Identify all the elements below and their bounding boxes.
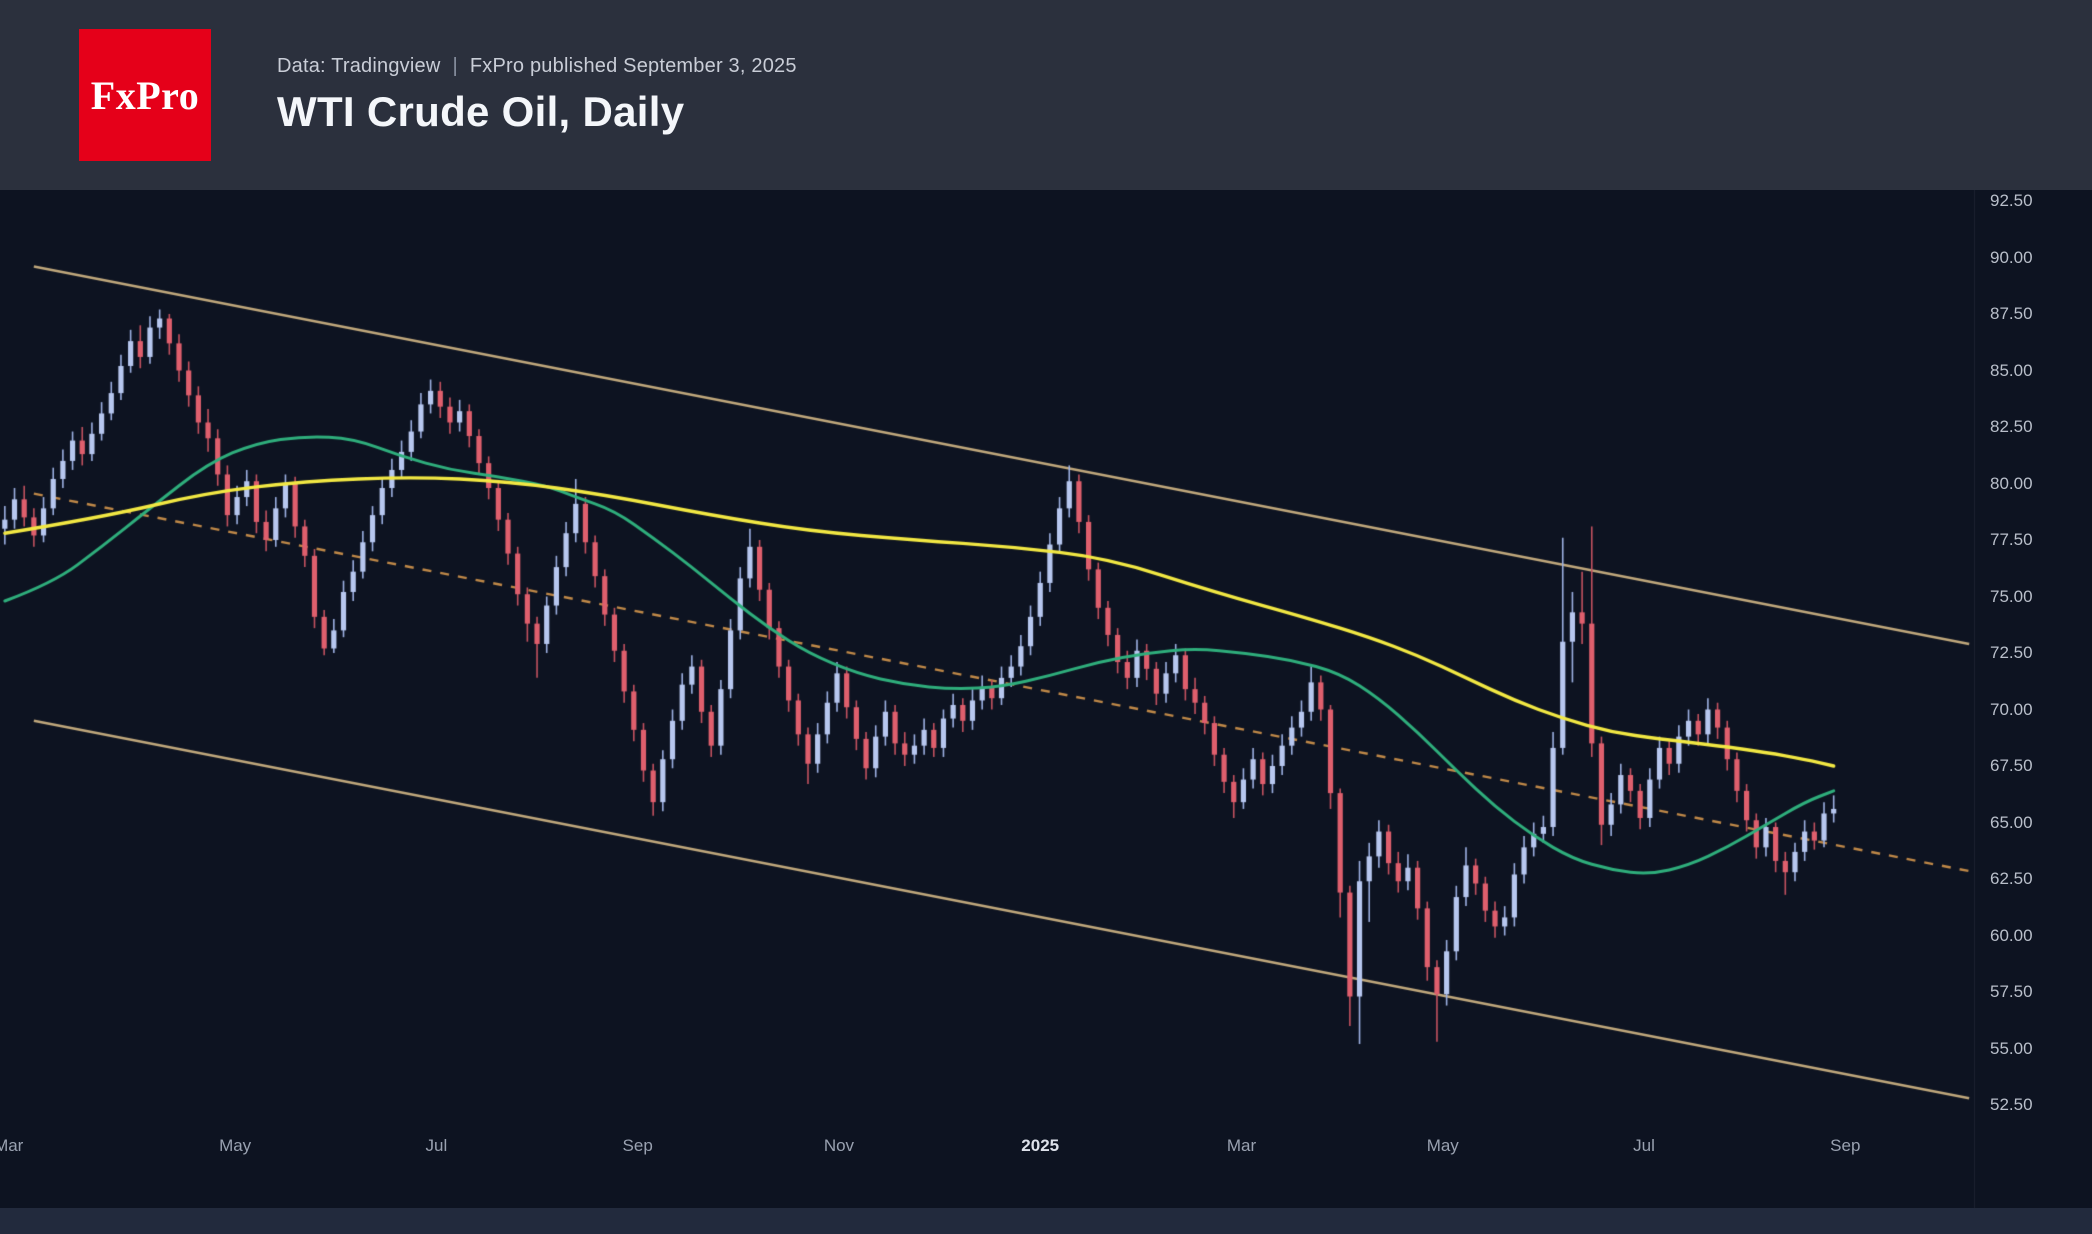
price-tick-label: 90.00 (1990, 247, 2033, 267)
price-tick-label: 60.00 (1990, 925, 2033, 945)
fxpro-logo: FxPro (79, 29, 211, 161)
price-tick-label: 77.50 (1990, 530, 2033, 549)
time-tick-label: May (219, 1136, 252, 1155)
price-tick-label: 57.50 (1990, 982, 2033, 1001)
time-tick-label: Mar (1226, 1136, 1257, 1155)
header: FxPro Data: Tradingview | FxPro published … (0, 0, 2092, 190)
price-tick-label: 82.50 (1990, 417, 2033, 436)
price-tick-label: 87.50 (1990, 304, 2033, 323)
time-tick-label-year: 2025 (1021, 1136, 1060, 1155)
time-axis[interactable]: Mar May Jul Sep Nov 2025 Mar May Jul Sep (0, 1132, 1974, 1164)
price-tick-label: 67.50 (1990, 756, 2033, 775)
fxpro-logo-text: FxPro (90, 72, 200, 118)
page-title: WTI Crude Oil, Daily (277, 87, 685, 135)
time-tick-label: Sep (1830, 1136, 1861, 1155)
time-tick-label: Sep (622, 1136, 653, 1155)
price-chart-canvas[interactable] (0, 190, 2092, 1234)
bottom-bar (0, 1208, 2092, 1234)
time-tick-label: May (1426, 1136, 1459, 1155)
price-tick-label: 52.50 (1990, 1095, 2033, 1114)
price-tick-label: 92.50 (1990, 191, 2033, 210)
price-tick-label: 85.00 (1990, 360, 2033, 380)
price-tick-label: 72.50 (1990, 643, 2033, 662)
time-tick-label: Jul (1633, 1136, 1655, 1155)
time-tick-label: Jul (425, 1136, 448, 1155)
price-tick-label: 55.00 (1990, 1038, 2033, 1058)
time-tick-label: Mar (0, 1136, 24, 1155)
price-tick-label: 70.00 (1990, 699, 2033, 719)
header-text-block: Data: Tradingview | FxPro published Septem… (277, 0, 797, 190)
published-text: FxPro published September 3, 2025 (469, 54, 797, 77)
time-tick-label: Nov (823, 1136, 855, 1155)
source-line: Data: Tradingview | FxPro published Septem… (277, 55, 797, 78)
price-tick-label: 80.00 (1990, 473, 2033, 493)
price-tick-label: 62.50 (1990, 869, 2033, 888)
price-axis[interactable]: 92.50 90.00 87.50 85.00 82.50 80.00 77.50 75.00… (1974, 190, 2092, 1234)
separator-bar: | (452, 54, 458, 77)
price-tick-label: 75.00 (1990, 586, 2033, 606)
price-tick-label: 65.00 (1990, 812, 2033, 832)
data-source-text: Data: Tradingview (277, 54, 441, 77)
